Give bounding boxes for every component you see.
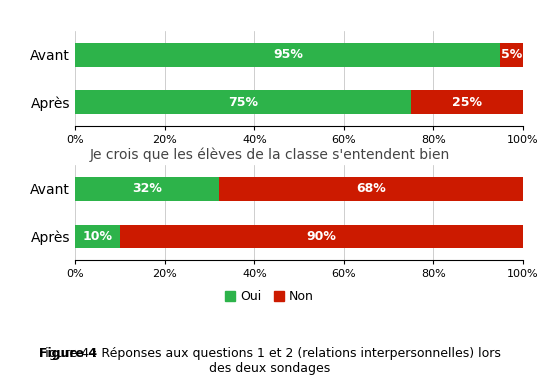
Text: 95%: 95% xyxy=(273,48,303,61)
Text: 90%: 90% xyxy=(307,230,336,243)
Bar xyxy=(219,177,523,201)
Bar xyxy=(75,224,120,249)
Text: 32%: 32% xyxy=(132,182,162,195)
Text: Figure 4: Figure 4 xyxy=(39,347,96,360)
Text: Je crois que les élèves de la classe s'entendent bien: Je crois que les élèves de la classe s'e… xyxy=(89,148,450,162)
Bar xyxy=(411,90,523,115)
Text: 75%: 75% xyxy=(228,96,258,109)
Bar xyxy=(75,90,411,115)
Text: 25%: 25% xyxy=(452,96,482,109)
Text: 10%: 10% xyxy=(83,230,113,243)
Text: 68%: 68% xyxy=(356,182,385,195)
Text: 5%: 5% xyxy=(501,48,522,61)
Bar xyxy=(500,43,523,67)
Bar xyxy=(75,177,219,201)
Bar xyxy=(75,43,500,67)
Text: Figure 4 : Réponses aux questions 1 et 2 (relations interpersonnelles) lors
des : Figure 4 : Réponses aux questions 1 et 2… xyxy=(39,347,500,375)
Legend: Oui, Non: Oui, Non xyxy=(223,288,316,306)
Bar xyxy=(120,224,523,249)
